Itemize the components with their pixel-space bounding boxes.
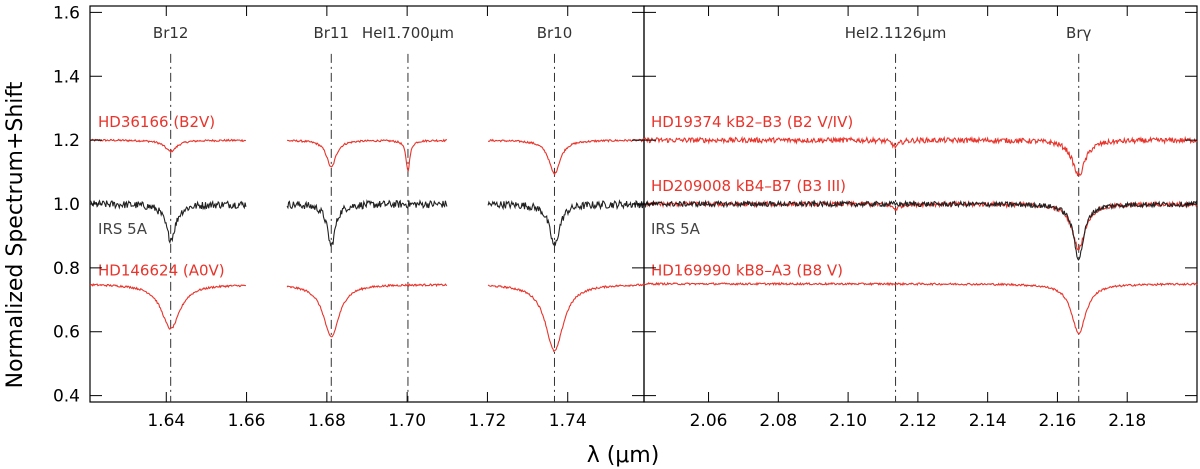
series-label: IRS 5A xyxy=(98,220,148,238)
series-label: HD209008 kB4–B7 (B3 III) xyxy=(651,177,846,195)
x-axis-title: λ (μm) xyxy=(587,443,660,468)
x-tick-label: 2.06 xyxy=(690,411,728,431)
series-labels: HD36166 (B2V) IRS 5A HD146624 (A0V) HD19374… xyxy=(98,113,853,280)
x-tick-label: 1.64 xyxy=(147,411,185,431)
series-label: HD36166 (B2V) xyxy=(98,113,215,131)
line-marker-label: HeI1.700μm xyxy=(362,24,454,42)
y-tick-label: 1.2 xyxy=(53,131,80,151)
line-marker-label: HeI2.1126μm xyxy=(845,24,947,42)
x-tick-label: 1.72 xyxy=(469,411,507,431)
y-tick-label: 0.4 xyxy=(53,387,80,407)
line-marker-label: Br11 xyxy=(313,24,349,42)
series-label: HD146624 (A0V) xyxy=(98,261,225,279)
x-tick-label: 1.68 xyxy=(308,411,346,431)
y-tick-label: 0.6 xyxy=(53,323,80,343)
series-line-K-band-2 xyxy=(643,199,1198,261)
axis-ticks: 1.64 1.66 1.68 1.70 1.72 1.74 0.4 0.6 0.8 1.0 1.2 1… xyxy=(53,3,1197,431)
x-tick-label: 2.10 xyxy=(829,411,867,431)
y-tick-label: 1.6 xyxy=(53,3,80,23)
spectra-series xyxy=(89,135,1198,353)
series-line-H-band-0 xyxy=(89,138,645,176)
x-tick-label: 1.66 xyxy=(228,411,266,431)
series-line-K-band-3 xyxy=(643,281,1198,335)
line-marker-label: Br10 xyxy=(537,24,573,42)
x-tick-label: 2.18 xyxy=(1108,411,1146,431)
x-tick-label: 1.70 xyxy=(388,411,426,431)
x-tick-label: 2.14 xyxy=(969,411,1007,431)
y-tick-label: 0.8 xyxy=(53,259,80,279)
x-tick-label: 2.12 xyxy=(899,411,937,431)
line-marker-label: Br12 xyxy=(153,24,189,42)
series-line-K-band-0 xyxy=(643,135,1198,177)
y-tick-label: 1.0 xyxy=(53,195,80,215)
series-label: IRS 5A xyxy=(651,220,701,238)
y-axis-title: Normalized Spectrum+Shift xyxy=(3,81,28,388)
series-line-H-band-1 xyxy=(89,199,645,247)
line-marker-label: Brγ xyxy=(1066,24,1091,42)
series-line-H-band-2 xyxy=(89,282,645,353)
y-tick-label: 1.4 xyxy=(53,67,80,87)
spectral-line-markers: Br12 Br11 HeI1.700μm Br10 HeI2.1126μm Brγ xyxy=(153,24,1092,402)
x-tick-label: 2.08 xyxy=(759,411,797,431)
series-label: HD19374 kB2–B3 (B2 V/IV) xyxy=(651,113,853,131)
x-tick-label: 1.74 xyxy=(549,411,587,431)
series-label: HD169990 kB8–A3 (B8 V) xyxy=(651,261,843,279)
x-tick-label: 2.16 xyxy=(1039,411,1077,431)
